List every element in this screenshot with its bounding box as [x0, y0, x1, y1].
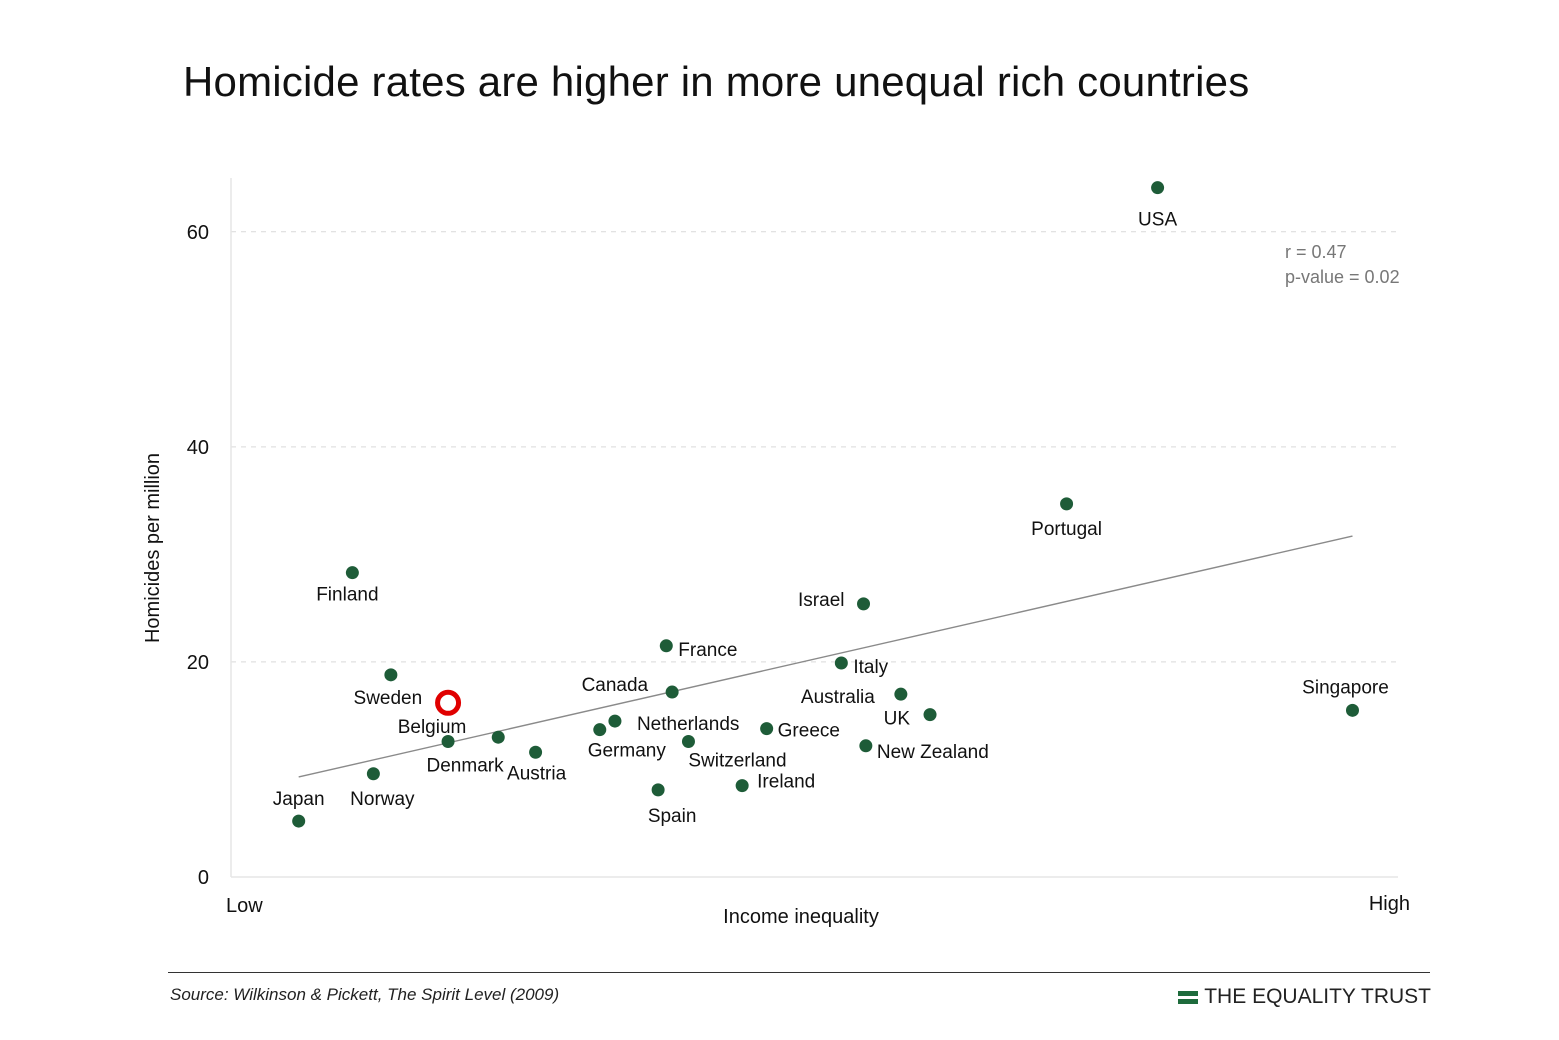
stat-r: r = 0.47	[1285, 242, 1347, 262]
footer-divider	[168, 972, 1430, 973]
label-israel: Israel	[798, 590, 844, 611]
stat-p-value: p-value = 0.02	[1285, 267, 1400, 287]
label-belgium: Belgium	[398, 717, 467, 738]
point-spain	[651, 783, 665, 797]
point-france	[659, 639, 673, 653]
point-germany	[593, 723, 607, 737]
label-usa: USA	[1138, 210, 1177, 231]
point-switzerland	[681, 735, 695, 749]
point-sweden	[384, 668, 398, 682]
label-japan: Japan	[273, 789, 325, 810]
label-switzerland: Switzerland	[688, 751, 786, 772]
source-citation: Source: Wilkinson & Pickett, The Spirit …	[170, 985, 560, 1004]
label-uk: UK	[884, 709, 911, 730]
point-uk	[923, 708, 937, 722]
axes: 0 20 40 60	[187, 178, 1398, 889]
trendline	[298, 535, 1353, 778]
point-usa	[1151, 181, 1165, 195]
point-japan	[292, 814, 306, 828]
label-sweden: Sweden	[354, 688, 423, 709]
label-finland: Finland	[316, 585, 378, 606]
label-australia: Australia	[801, 687, 875, 708]
point-belgium-highlight	[435, 689, 462, 716]
label-greece: Greece	[778, 721, 840, 742]
label-france: France	[678, 640, 737, 661]
point-unlabeled-0	[491, 730, 505, 744]
label-germany: Germany	[588, 741, 667, 762]
label-portugal: Portugal	[1031, 519, 1102, 540]
point-australia	[894, 687, 908, 701]
y-tick-label: 20	[187, 652, 209, 674]
brand-name: THE EQUALITY TRUST	[1204, 985, 1431, 1008]
label-netherlands: Netherlands	[637, 714, 739, 735]
label-canada: Canada	[582, 675, 649, 696]
y-tick-label: 40	[187, 437, 209, 459]
trend-line	[298, 535, 1353, 778]
grid-lines	[231, 231, 1398, 663]
point-austria	[529, 745, 543, 759]
point-singapore	[1345, 703, 1359, 717]
y-tick-label: 0	[198, 867, 209, 889]
point-canada	[665, 685, 679, 699]
point-portugal	[1060, 497, 1074, 511]
brand-logo: THE EQUALITY TRUST	[1178, 985, 1431, 1009]
label-ireland: Ireland	[757, 772, 815, 793]
y-axis-label: Homicides per million	[142, 453, 164, 643]
x-axis-label: Income inequality	[723, 906, 879, 928]
y-tick-label: 60	[187, 222, 209, 244]
point-new-zealand	[859, 739, 873, 753]
point-italy	[834, 656, 848, 670]
point-israel	[857, 597, 871, 611]
point-finland	[345, 566, 359, 580]
point-labels: USA Portugal Finland Israel France Italy Swede…	[273, 210, 1389, 827]
label-denmark: Denmark	[427, 756, 505, 777]
point-denmark	[441, 735, 455, 749]
equality-trust-logo-icon	[1178, 990, 1199, 1004]
label-norway: Norway	[350, 789, 415, 810]
chart-title: Homicide rates are higher in more unequa…	[183, 58, 1250, 105]
label-austria: Austria	[507, 763, 567, 784]
label-italy: Italy	[853, 657, 888, 678]
scatter-chart: 0 20 40 60 USA Portugal Finland Israel France It…	[142, 178, 1410, 928]
label-singapore: Singapore	[1302, 677, 1389, 698]
point-greece	[760, 722, 774, 736]
point-norway	[366, 767, 380, 781]
point-netherlands	[608, 714, 622, 728]
data-points	[292, 181, 1359, 828]
label-new-zealand: New Zealand	[877, 742, 989, 763]
point-ireland	[735, 779, 749, 793]
label-spain: Spain	[648, 806, 697, 827]
x-high-label: High	[1369, 893, 1410, 915]
x-low-label: Low	[226, 895, 263, 917]
